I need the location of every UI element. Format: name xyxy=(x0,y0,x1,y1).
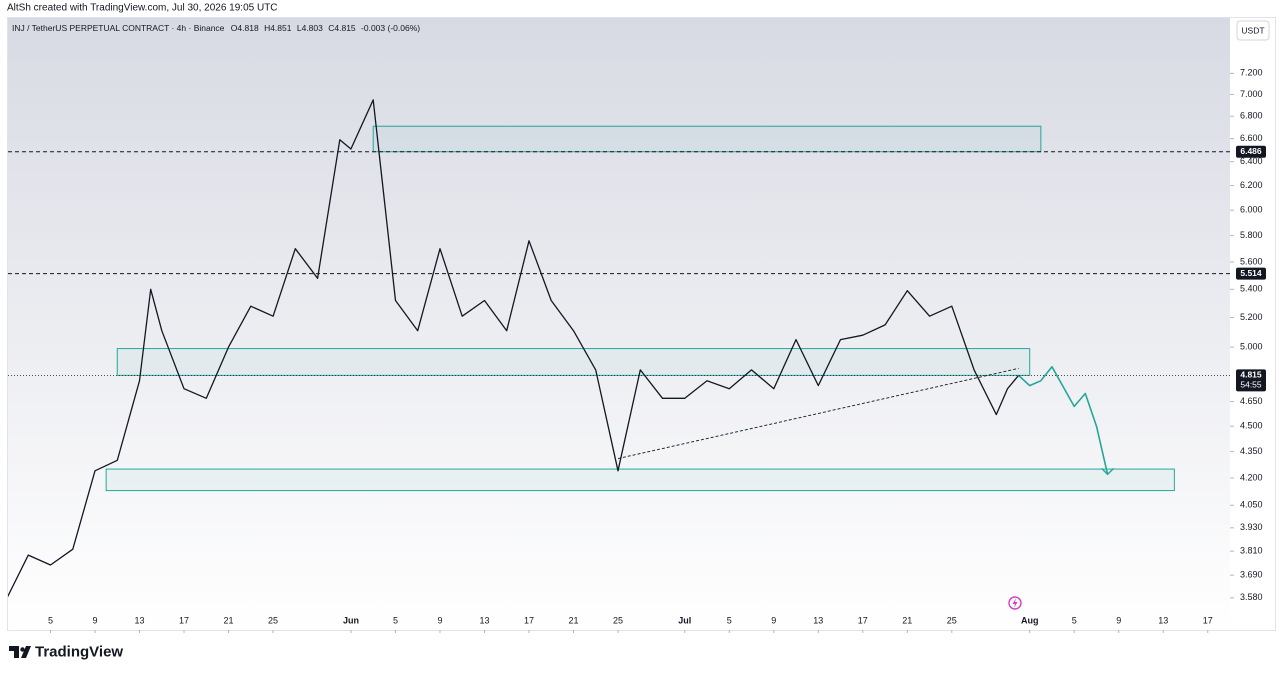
y-tick-label: 6.800 xyxy=(1240,111,1263,121)
y-tick-label: 4.200 xyxy=(1240,472,1263,482)
brand-logo xyxy=(9,646,31,658)
level-tag xyxy=(1236,145,1266,158)
projection-arrow xyxy=(1101,467,1115,476)
x-tick-label: 13 xyxy=(135,615,145,625)
y-tick-label: 3.810 xyxy=(1240,545,1263,555)
plot-area xyxy=(8,18,1230,630)
currency-label[interactable]: USDT xyxy=(1241,25,1264,35)
y-tick-label: 7.000 xyxy=(1240,89,1263,99)
x-tick-label: 17 xyxy=(858,615,868,625)
last-price-label: 4.815 xyxy=(1240,370,1262,380)
x-tick-label: 13 xyxy=(813,615,823,625)
level-label: 5.514 xyxy=(1240,268,1262,278)
y-tick-label: 5.200 xyxy=(1240,312,1263,322)
y-tick-label: 7.200 xyxy=(1240,68,1263,78)
countdown: 54:55 xyxy=(1240,380,1262,390)
level-tag xyxy=(1236,267,1266,280)
x-tick-label: Aug xyxy=(1021,615,1039,625)
x-tick-label: 5 xyxy=(393,615,398,625)
x-tick-label: 9 xyxy=(93,615,98,625)
x-tick-label: 5 xyxy=(1072,615,1077,625)
alert-icon xyxy=(1008,596,1022,610)
y-tick-label: 5.600 xyxy=(1240,256,1263,266)
y-tick-label: 3.690 xyxy=(1240,570,1263,580)
axis-layer: 3.580 3.690 3.810 3.930 4.050 4.200 4.350 4.500… xyxy=(48,68,1266,633)
y-tick-label: 5.000 xyxy=(1240,341,1263,351)
y-tick-label: 5.400 xyxy=(1240,284,1263,294)
y-tick-label: 3.930 xyxy=(1240,522,1263,532)
credit: AltSh created with TradingView.com, Jul … xyxy=(7,3,278,14)
x-tick-label: 25 xyxy=(613,615,623,625)
last-price-tag xyxy=(1236,369,1266,392)
currency-button[interactable] xyxy=(1236,20,1270,41)
x-tick-label: Jul xyxy=(678,615,691,625)
x-tick-label: 25 xyxy=(947,615,957,625)
y-tick-label: 3.580 xyxy=(1240,592,1263,602)
zone xyxy=(116,348,1031,376)
change: -0.003 (-0.06%) xyxy=(361,23,420,33)
zone xyxy=(105,468,1175,492)
x-tick-label: 5 xyxy=(48,615,53,625)
x-tick-label: 21 xyxy=(902,615,912,625)
projection-line xyxy=(1018,366,1109,475)
x-tick-label: 9 xyxy=(437,615,442,625)
ohlc-open: O4.818 xyxy=(231,23,259,33)
chart-frame xyxy=(7,17,1276,631)
ohlc-low: L4.803 xyxy=(297,23,323,33)
x-tick-label: 13 xyxy=(479,615,489,625)
x-tick-label: 5 xyxy=(727,615,732,625)
x-tick-label: 21 xyxy=(568,615,578,625)
y-tick-label: 4.650 xyxy=(1240,396,1263,406)
y-tick-label: 6.600 xyxy=(1240,133,1263,143)
y-tick-label: 4.050 xyxy=(1240,500,1263,510)
x-tick-label: 9 xyxy=(1116,615,1121,625)
trendline xyxy=(617,367,1019,459)
x-tick-label: Jun xyxy=(343,615,359,625)
price-line xyxy=(8,99,1020,598)
ohlc-high: H4.851 xyxy=(264,23,292,33)
y-tick-label: 4.350 xyxy=(1240,446,1263,456)
symbol: INJ / TetherUS PERPETUAL CONTRACT · 4h ·… xyxy=(12,23,225,33)
zone xyxy=(372,125,1042,153)
y-tick-label: 6.200 xyxy=(1240,180,1263,190)
x-tick-label: 9 xyxy=(771,615,776,625)
x-tick-label: 13 xyxy=(1158,615,1168,625)
y-tick-label: 5.800 xyxy=(1240,230,1263,240)
y-tick-label: 4.500 xyxy=(1240,421,1263,431)
x-tick-label: 17 xyxy=(179,615,189,625)
symbol-line: INJ / TetherUS PERPETUAL CONTRACT · 4h ·… xyxy=(12,23,420,33)
ohlc-close: C4.815 xyxy=(328,23,356,33)
plot-layer xyxy=(8,99,1230,598)
x-tick-label: 21 xyxy=(224,615,234,625)
x-tick-label: 17 xyxy=(524,615,534,625)
level-label: 6.486 xyxy=(1240,146,1262,156)
x-tick-label: 17 xyxy=(1203,615,1213,625)
y-tick-label: 6.000 xyxy=(1240,205,1263,215)
brand-name: TradingView xyxy=(35,643,123,660)
y-tick-label: 6.400 xyxy=(1240,156,1263,166)
price-axis xyxy=(1230,18,1276,630)
x-tick-label: 25 xyxy=(268,615,278,625)
